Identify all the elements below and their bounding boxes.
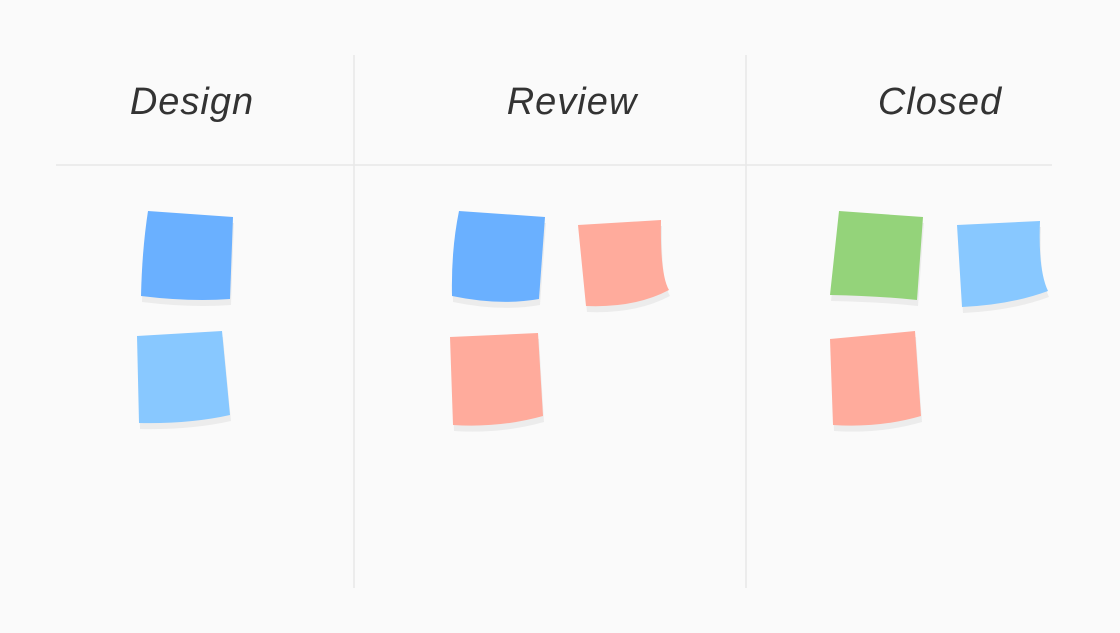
- sticky-note[interactable]: [957, 221, 1049, 313]
- sticky-note[interactable]: [137, 331, 231, 430]
- sticky-note[interactable]: [578, 220, 670, 313]
- note-paper: [830, 331, 921, 426]
- sticky-note[interactable]: [830, 211, 924, 306]
- column-title-design: Design: [130, 81, 254, 123]
- note-paper: [957, 221, 1048, 307]
- column-title-closed: Closed: [878, 81, 1003, 123]
- sticky-note[interactable]: [450, 333, 544, 432]
- note-paper: [830, 211, 923, 300]
- sticky-note[interactable]: [451, 211, 546, 308]
- note-paper: [141, 211, 233, 300]
- note-paper: [137, 331, 230, 424]
- note-paper: [450, 333, 543, 426]
- note-paper: [451, 211, 545, 302]
- sticky-note[interactable]: [141, 211, 234, 306]
- sticky-note[interactable]: [830, 331, 922, 432]
- column-title-review: Review: [507, 81, 639, 123]
- note-paper: [578, 220, 669, 307]
